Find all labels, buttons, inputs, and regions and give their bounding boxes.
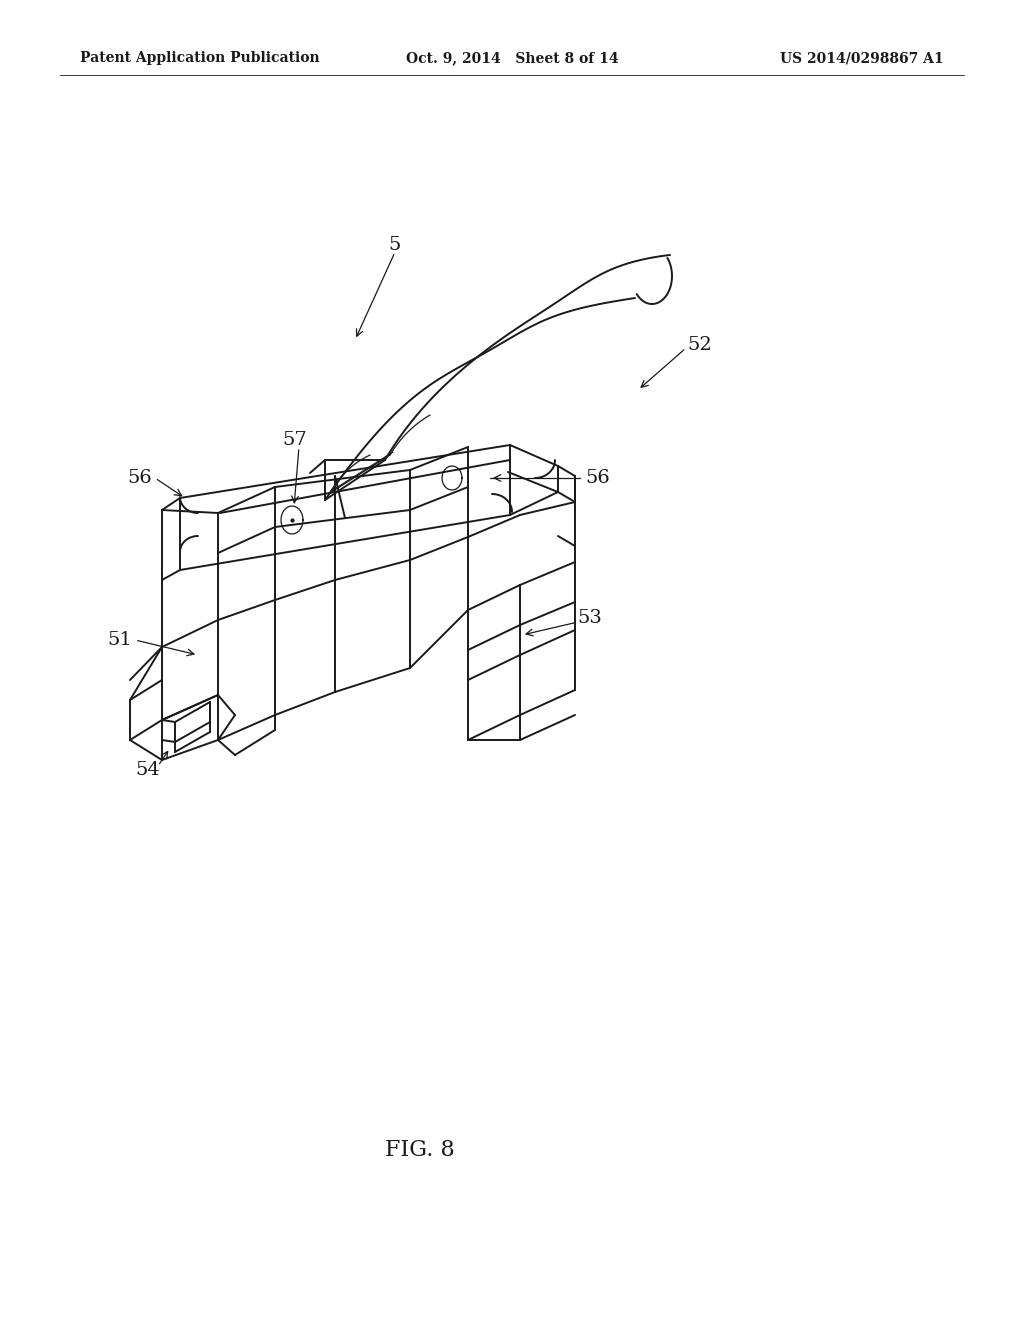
Text: 5: 5 xyxy=(389,236,401,253)
Text: Patent Application Publication: Patent Application Publication xyxy=(80,51,319,65)
Text: 56: 56 xyxy=(128,469,153,487)
Text: US 2014/0298867 A1: US 2014/0298867 A1 xyxy=(780,51,944,65)
Text: 57: 57 xyxy=(283,432,307,449)
Text: 56: 56 xyxy=(586,469,610,487)
Text: 51: 51 xyxy=(108,631,132,649)
Text: Oct. 9, 2014   Sheet 8 of 14: Oct. 9, 2014 Sheet 8 of 14 xyxy=(406,51,618,65)
Text: FIG. 8: FIG. 8 xyxy=(385,1139,455,1162)
Text: 53: 53 xyxy=(578,609,602,627)
Text: 52: 52 xyxy=(688,337,713,354)
Text: 54: 54 xyxy=(135,762,161,779)
